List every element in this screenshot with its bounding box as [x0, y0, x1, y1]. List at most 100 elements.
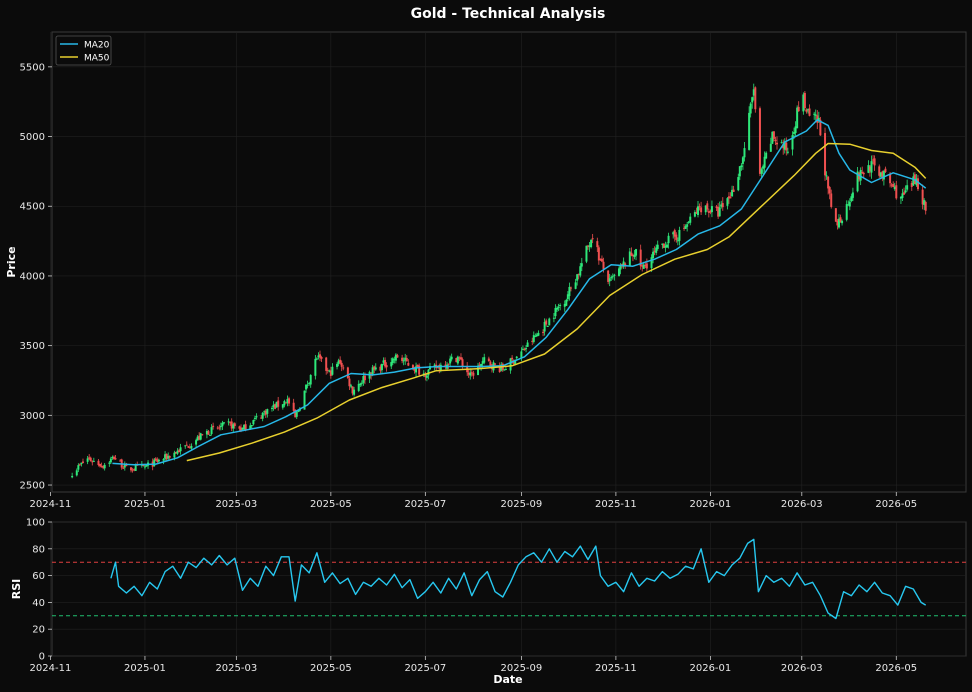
- rsi-plot-area: [51, 521, 967, 657]
- candle-down: [577, 273, 580, 275]
- candle-up: [633, 254, 636, 257]
- candle-down: [924, 201, 927, 211]
- candle-up: [108, 462, 111, 464]
- candle-up: [856, 171, 859, 192]
- candle-up: [687, 221, 690, 223]
- candle-down: [373, 366, 376, 370]
- candle-up: [752, 89, 755, 96]
- candle-up: [554, 307, 557, 317]
- candle-up: [283, 401, 286, 406]
- candle-up: [802, 94, 805, 112]
- candle-up: [190, 445, 193, 449]
- candle-up: [845, 204, 848, 220]
- candle-up: [879, 172, 882, 177]
- x-tick-label: 2024-11: [30, 663, 72, 674]
- x-tick-label: 2025-09: [500, 499, 542, 510]
- candle-down: [467, 372, 470, 375]
- candle-up: [901, 193, 904, 198]
- candle-down: [878, 166, 881, 176]
- candle-up: [109, 458, 112, 463]
- candle-down: [827, 176, 830, 189]
- candle-down: [198, 435, 201, 440]
- candle-down: [396, 355, 399, 358]
- candle-up: [164, 454, 167, 459]
- candle-up: [176, 450, 179, 454]
- candle-up: [566, 294, 569, 300]
- candle-up: [261, 412, 264, 419]
- x-tick-label: 2025-11: [595, 499, 637, 510]
- candle-up: [263, 411, 266, 413]
- candle-up: [249, 425, 252, 430]
- candle-up: [893, 186, 896, 190]
- candle-down: [130, 467, 133, 471]
- candle-down: [447, 363, 450, 365]
- candle-up: [315, 358, 318, 360]
- candle-up: [672, 232, 675, 235]
- candle-up: [532, 335, 535, 342]
- candle-down: [645, 263, 648, 269]
- candle-up: [286, 398, 289, 404]
- candle-up: [666, 244, 669, 248]
- candle-up: [568, 286, 571, 297]
- candle-up: [380, 363, 383, 371]
- candle-up: [469, 372, 472, 376]
- candle-down: [872, 159, 875, 161]
- candle-up: [642, 264, 645, 269]
- candle-down: [201, 434, 204, 436]
- candle-down: [892, 184, 895, 188]
- candle-down: [639, 249, 642, 267]
- candle-down: [407, 362, 410, 366]
- candle-up: [371, 367, 374, 376]
- candle-up: [526, 342, 529, 347]
- candle-up: [771, 131, 774, 144]
- candle-up: [162, 459, 165, 461]
- candle-up: [362, 376, 365, 383]
- candle-down: [230, 421, 233, 429]
- candle-up: [393, 359, 396, 361]
- candle-down: [401, 357, 404, 361]
- candle-down: [342, 367, 345, 369]
- candle-up: [731, 189, 734, 197]
- candle-down: [154, 458, 157, 461]
- candle-up: [374, 367, 377, 370]
- candle-up: [250, 425, 253, 427]
- candle-down: [102, 466, 105, 468]
- y-tick-label: 20: [32, 625, 45, 636]
- candle-down: [294, 409, 297, 418]
- candle-down: [828, 187, 831, 194]
- candle-up: [656, 244, 659, 249]
- candle-up: [588, 245, 591, 248]
- candle-up: [825, 175, 828, 177]
- candle-down: [675, 234, 678, 240]
- candle-down: [862, 172, 865, 175]
- candle-down: [97, 460, 100, 466]
- candle-up: [622, 261, 625, 267]
- candle-up: [748, 112, 751, 150]
- candle-up: [309, 374, 312, 385]
- candle-down: [754, 87, 757, 110]
- candle-up: [686, 224, 689, 227]
- candle-up: [439, 364, 442, 370]
- candle-down: [81, 461, 84, 463]
- x-tick-label: 2025-01: [124, 499, 166, 510]
- y-tick-label: 0: [39, 652, 45, 663]
- candle-down: [797, 106, 800, 112]
- candle-down: [418, 365, 421, 375]
- x-tick-label: 2026-01: [689, 499, 731, 510]
- candle-down: [385, 365, 388, 368]
- candle-up: [255, 416, 258, 418]
- candle-down: [494, 363, 497, 365]
- candle-up: [867, 165, 870, 173]
- candle-down: [641, 265, 644, 267]
- candle-up: [678, 229, 681, 241]
- candle-up: [75, 470, 78, 476]
- candle-down: [721, 203, 724, 208]
- candle-up: [480, 363, 483, 367]
- candle-up: [349, 385, 352, 387]
- candle-down: [244, 424, 247, 431]
- candle-down: [156, 459, 159, 463]
- candle-up: [402, 360, 405, 362]
- candle-down: [834, 208, 837, 222]
- candle-down: [78, 464, 81, 466]
- candle-down: [662, 243, 665, 248]
